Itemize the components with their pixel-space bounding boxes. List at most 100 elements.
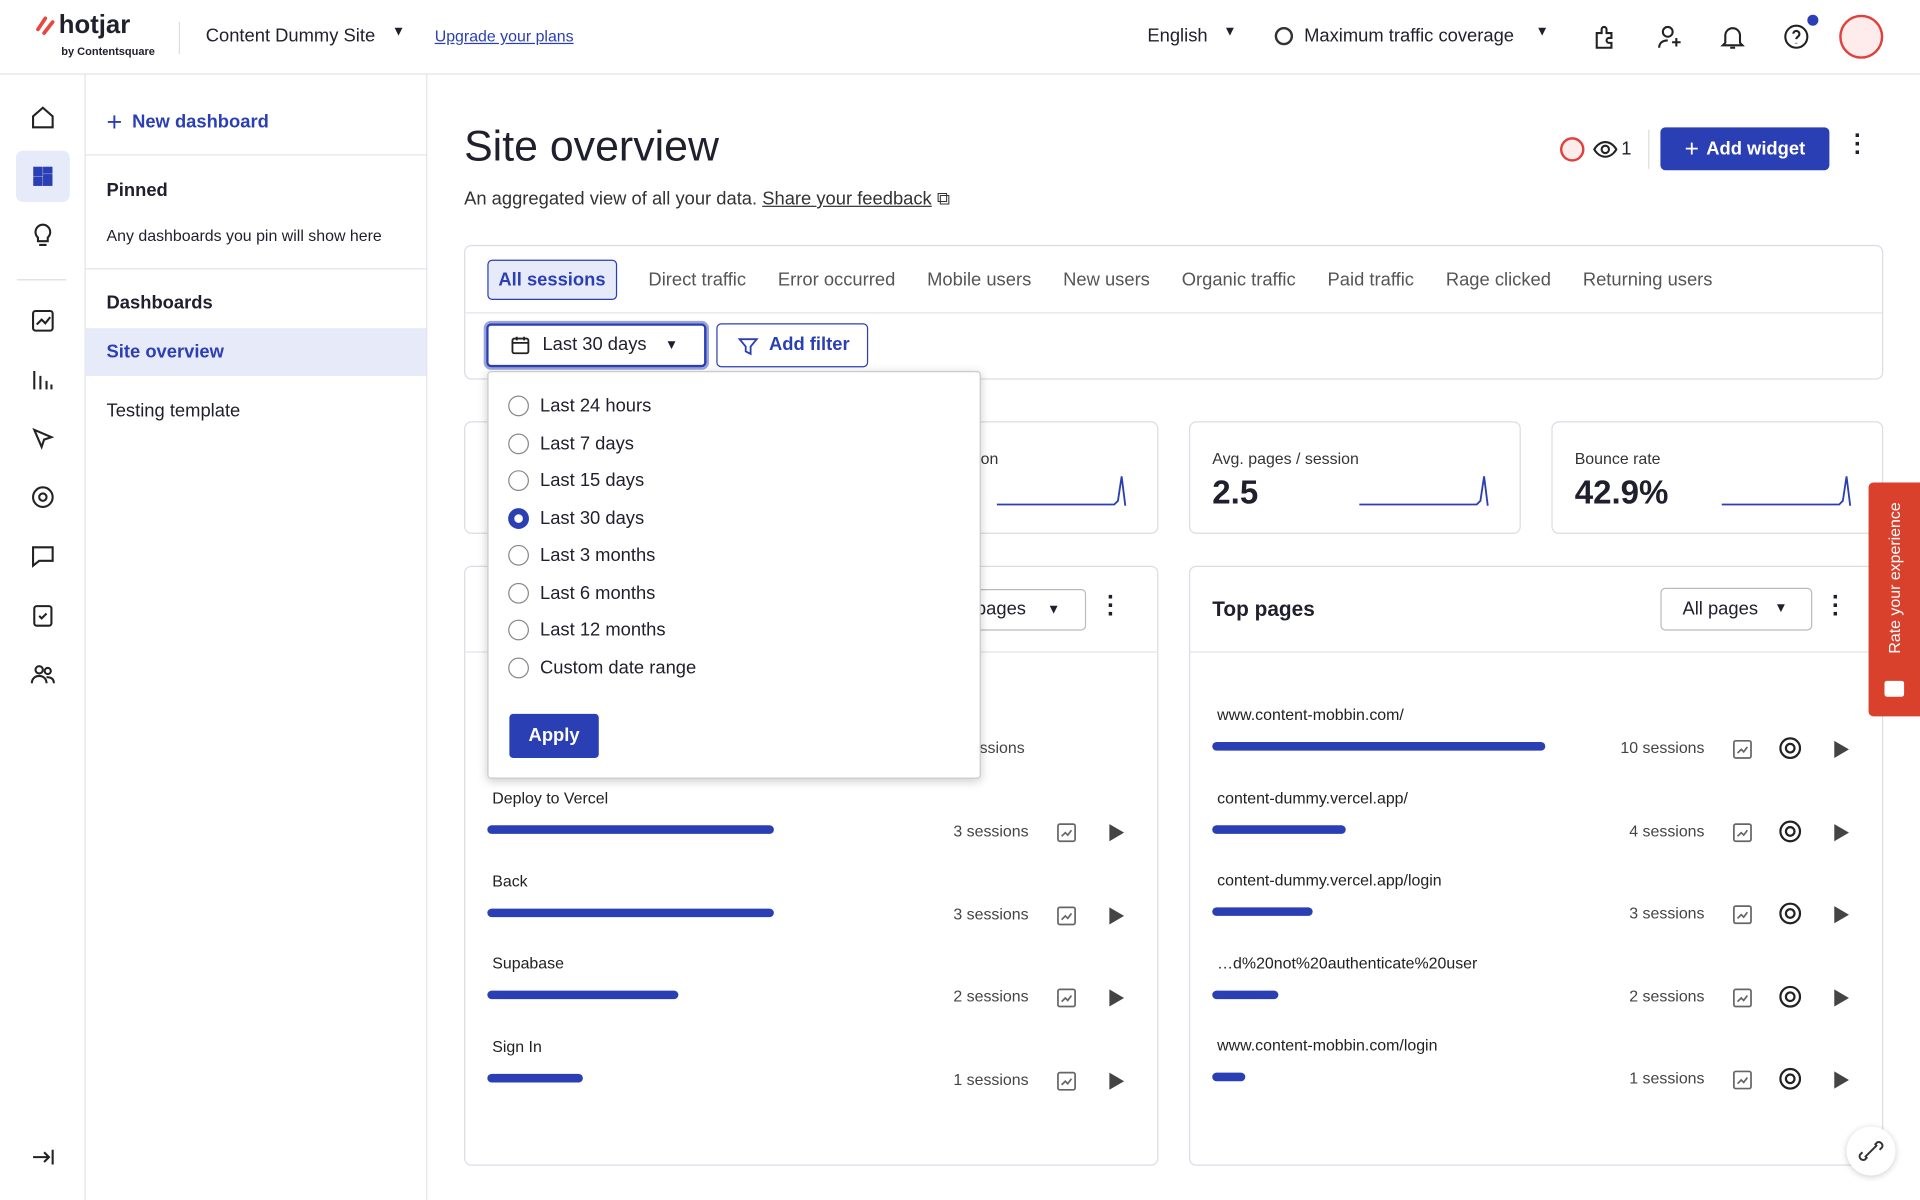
sessions-count: 4 sessions	[1629, 821, 1705, 840]
coverage-select[interactable]: Maximum traffic coverage	[1304, 25, 1515, 47]
metric-label: Avg. pages / session	[1212, 449, 1359, 468]
surveys-nav[interactable]	[29, 601, 56, 628]
date-select[interactable]: Last 30 days ▼	[483, 320, 709, 370]
site-select[interactable]: Content Dummy Site	[205, 25, 376, 47]
caret: ▼	[1535, 24, 1549, 40]
radio	[508, 619, 529, 641]
interviews-nav[interactable]	[29, 660, 56, 687]
heatmap-button[interactable]	[1778, 819, 1802, 850]
date-option[interactable]: Last 24 hours	[508, 395, 651, 417]
trend-button[interactable]	[1056, 822, 1078, 850]
heatmap-button[interactable]	[1778, 736, 1802, 767]
new-dashboard[interactable]: + New dashboard	[106, 106, 269, 138]
heatmap-button[interactable]	[1778, 984, 1802, 1015]
segment-tab[interactable]: Mobile users	[927, 268, 1032, 290]
radio	[508, 395, 529, 417]
segment-tab[interactable]: Returning users	[1582, 268, 1713, 290]
funnels-nav[interactable]	[29, 366, 56, 393]
trend-button[interactable]	[1731, 986, 1753, 1014]
more-button[interactable]: · · ·	[1853, 122, 1863, 167]
feedback-nav[interactable]	[29, 542, 56, 569]
trend-button[interactable]	[1731, 1069, 1753, 1097]
metric-card: Avg. pages / session 2.5	[1188, 421, 1521, 534]
trend-button[interactable]	[1731, 904, 1753, 932]
heatmap-button[interactable]	[1778, 901, 1802, 932]
radio	[508, 582, 529, 604]
date-option[interactable]: Last 3 months	[508, 544, 655, 566]
pages-select[interactable]: All pages ▼	[1660, 587, 1813, 631]
pinned-hint: Any dashboards you pin will show here	[106, 226, 382, 245]
trends-nav[interactable]	[29, 307, 56, 334]
date-option[interactable]: Last 15 days	[508, 470, 644, 492]
sparkline	[1721, 476, 1852, 506]
bar	[487, 825, 774, 834]
bar	[1212, 742, 1546, 751]
trend-button[interactable]	[1056, 904, 1078, 932]
invite-button[interactable]	[1657, 23, 1684, 50]
sessions-count: 3 sessions	[1629, 903, 1705, 923]
radio	[508, 544, 529, 566]
play-button[interactable]	[1104, 904, 1126, 932]
play-button[interactable]	[1829, 986, 1851, 1014]
top-bar: hotjar by Contentsquare Content Dummy Si…	[0, 0, 1920, 75]
play-button[interactable]	[1829, 1069, 1851, 1097]
play-button[interactable]	[1104, 987, 1126, 1015]
trend-button[interactable]	[1731, 821, 1753, 849]
metric-label-partial: ion	[977, 449, 999, 468]
heatmap-button[interactable]	[1778, 1067, 1802, 1098]
rate-tab[interactable]: Rate your experience	[1868, 482, 1920, 717]
segment-tab[interactable]: New users	[1063, 268, 1150, 290]
trend-button[interactable]	[1056, 987, 1078, 1015]
notifications-button[interactable]	[1719, 23, 1746, 50]
play-button[interactable]	[1104, 822, 1126, 850]
date-option[interactable]: Last 7 days	[508, 432, 634, 454]
upgrade-link[interactable]: Upgrade your plans	[434, 26, 574, 46]
rate-tab-label: Rate your experience	[1885, 502, 1904, 654]
date-option[interactable]: Last 6 months	[508, 582, 655, 604]
segment-tab[interactable]: Paid traffic	[1327, 268, 1414, 290]
dashboard-item[interactable]: Site overview	[106, 341, 224, 363]
logo-mark	[36, 16, 55, 35]
play-button[interactable]	[1829, 738, 1851, 766]
heatmaps-nav[interactable]	[29, 425, 56, 452]
avatar[interactable]	[1839, 14, 1884, 59]
play-button[interactable]	[1104, 1070, 1126, 1098]
bar	[1212, 990, 1279, 999]
row-label: Back	[492, 871, 528, 890]
play-button[interactable]	[1829, 904, 1851, 932]
integrations-button[interactable]	[1592, 23, 1619, 50]
sessions-count: 3 sessions	[953, 904, 1029, 923]
date-option[interactable]: Last 12 months	[508, 619, 666, 641]
viewers-count: 1	[1621, 138, 1632, 160]
feedback-link[interactable]: Share your feedback	[762, 188, 932, 210]
widget-menu[interactable]: · · ·	[1831, 584, 1841, 629]
segment-tab[interactable]: All sessions	[487, 258, 617, 300]
radio	[508, 470, 529, 492]
expand-nav[interactable]	[29, 1144, 56, 1171]
segment-tab[interactable]: Error occurred	[777, 268, 896, 290]
trend-button[interactable]	[1056, 1070, 1078, 1098]
segment-tab[interactable]: Organic traffic	[1181, 268, 1296, 290]
apply-button[interactable]: Apply	[509, 713, 599, 758]
sparkline	[996, 476, 1127, 506]
link-button[interactable]	[1846, 1126, 1896, 1176]
page-subtitle: An aggregated view of all your data. Sha…	[464, 188, 950, 210]
date-option[interactable]: Custom date range	[508, 656, 696, 678]
trend-button[interactable]	[1731, 738, 1753, 766]
add-widget-button[interactable]: + Add widget	[1660, 127, 1830, 171]
dashboards-nav[interactable]	[29, 163, 56, 190]
insights-nav[interactable]	[29, 222, 56, 249]
widget-menu[interactable]: · · ·	[1106, 584, 1116, 629]
play-button[interactable]	[1829, 821, 1851, 849]
dashboard-item[interactable]: Testing template	[106, 400, 241, 422]
widget-select[interactable]: pages ▼	[955, 588, 1087, 631]
home-nav[interactable]	[29, 104, 56, 131]
recordings-nav[interactable]	[29, 484, 56, 511]
segment-tab[interactable]: Rage clicked	[1445, 268, 1551, 290]
date-option[interactable]: Last 30 days	[508, 507, 644, 529]
widget-title: Top pages	[1212, 597, 1315, 621]
segment-tab[interactable]: Direct traffic	[648, 268, 747, 290]
help-button[interactable]	[1783, 23, 1810, 50]
language-select[interactable]: English	[1147, 25, 1208, 47]
add-filter-button[interactable]: Add filter	[716, 323, 869, 368]
